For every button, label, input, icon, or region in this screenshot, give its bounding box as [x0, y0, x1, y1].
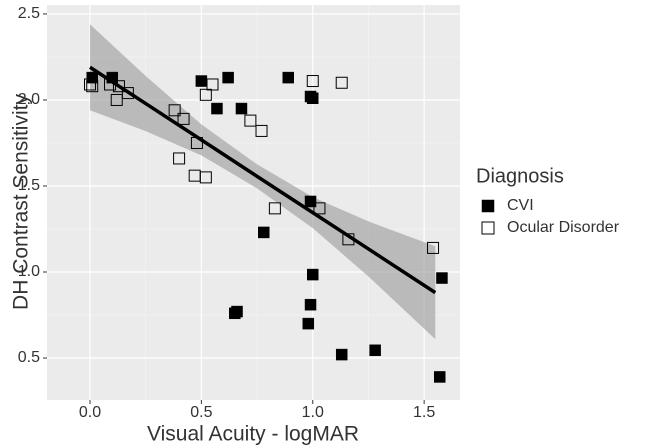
point	[206, 78, 219, 91]
y-tick-label: 2.5	[18, 5, 40, 22]
point	[306, 75, 319, 88]
point	[235, 102, 248, 115]
y-tick-label: 1.0	[18, 263, 40, 280]
point	[282, 71, 295, 84]
point	[83, 78, 96, 91]
point	[86, 71, 98, 84]
point	[307, 268, 319, 281]
point	[173, 152, 186, 165]
point	[304, 298, 317, 311]
x-axis-title: Visual Acuity - logMAR	[147, 423, 359, 446]
point	[168, 104, 181, 117]
point	[86, 80, 99, 93]
legend-label: Ocular Disorder	[507, 219, 620, 236]
point	[436, 272, 448, 284]
fit-line	[89, 65, 437, 295]
point	[255, 124, 268, 137]
point	[121, 87, 134, 100]
y-tick-label: 0.5	[18, 349, 40, 366]
point	[110, 93, 123, 106]
y-axis-title: DH Contrast Sensitivity	[10, 94, 33, 310]
point	[199, 88, 212, 101]
point	[302, 317, 315, 330]
point	[307, 92, 319, 104]
x-tick-label: 1.5	[413, 404, 435, 421]
point	[229, 307, 241, 320]
x-tick-label: 0.0	[79, 404, 101, 421]
point	[199, 171, 212, 184]
point	[335, 348, 348, 361]
marks	[83, 24, 448, 383]
point	[195, 75, 208, 87]
point	[177, 112, 190, 125]
point	[112, 80, 125, 93]
point	[257, 226, 270, 239]
legend-key	[481, 199, 495, 213]
x-tick-label: 0.5	[190, 404, 212, 421]
point	[222, 71, 234, 84]
point	[313, 202, 326, 215]
y-tick-label: 2.0	[18, 91, 40, 108]
legend-label: CVI	[507, 197, 534, 214]
point	[369, 344, 381, 357]
point	[244, 114, 257, 127]
legend-key	[481, 221, 495, 235]
point	[427, 241, 440, 254]
point	[211, 102, 223, 115]
point	[335, 76, 348, 89]
legend-title: Diagnosis	[476, 165, 564, 187]
x-tick-label: 1.0	[302, 404, 324, 421]
y-tick-label: 1.5	[18, 177, 40, 194]
point	[433, 371, 446, 383]
point	[268, 202, 281, 215]
point	[304, 195, 317, 208]
